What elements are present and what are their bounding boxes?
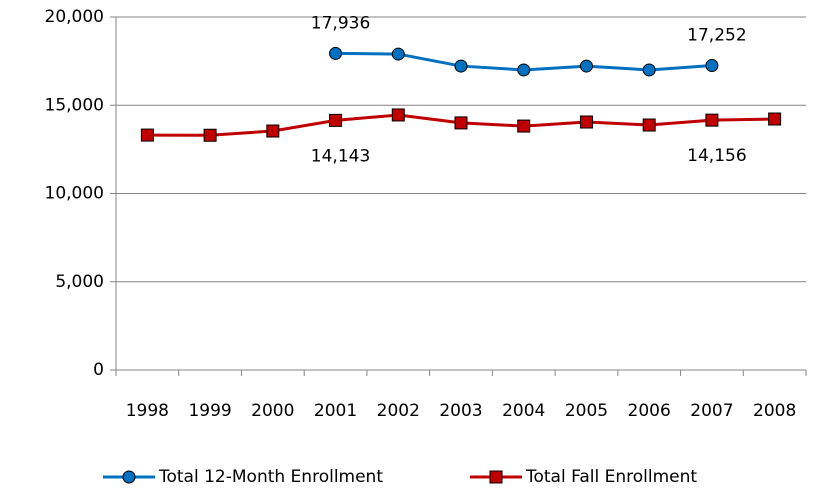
marker [705, 113, 719, 127]
data-label: 17,252 [687, 26, 746, 46]
x-tick-label: 2004 [502, 401, 545, 421]
y-tick-label: 5,000 [55, 272, 104, 292]
x-tick-label: 2003 [439, 401, 482, 421]
data-label: 17,936 [311, 13, 370, 33]
x-tick-label: 2001 [314, 401, 357, 421]
marker [329, 46, 343, 60]
data-label: 14,156 [687, 146, 746, 166]
marker [768, 112, 782, 126]
x-tick-label: 2008 [753, 401, 796, 421]
marker [517, 63, 531, 77]
x-tick-label: 2002 [377, 401, 420, 421]
x-tick-label: 1998 [126, 401, 169, 421]
marker [266, 124, 280, 138]
marker [454, 116, 468, 130]
marker [642, 118, 656, 132]
y-tick-label: 20,000 [45, 7, 104, 27]
legend-marker [489, 470, 503, 484]
marker [517, 119, 531, 133]
x-tick-label: 2005 [565, 401, 608, 421]
x-tick-label: 2006 [628, 401, 671, 421]
marker [140, 128, 154, 142]
marker [391, 108, 405, 122]
marker [391, 47, 405, 61]
marker [203, 128, 217, 142]
legend-label: Total Fall Enrollment [525, 467, 697, 487]
legend-marker [122, 470, 136, 484]
y-tick-label: 0 [93, 360, 104, 380]
x-tick-label: 2007 [690, 401, 733, 421]
y-tick-label: 15,000 [45, 95, 104, 115]
marker [454, 59, 468, 73]
marker [579, 59, 593, 73]
x-tick-label: 2000 [251, 401, 294, 421]
y-tick-label: 10,000 [45, 184, 104, 204]
marker [579, 115, 593, 129]
marker [705, 59, 719, 73]
marker [642, 63, 656, 77]
marker [329, 113, 343, 127]
x-tick-label: 1999 [188, 401, 231, 421]
legend-label: Total 12-Month Enrollment [158, 467, 383, 487]
data-label: 14,143 [311, 146, 370, 166]
